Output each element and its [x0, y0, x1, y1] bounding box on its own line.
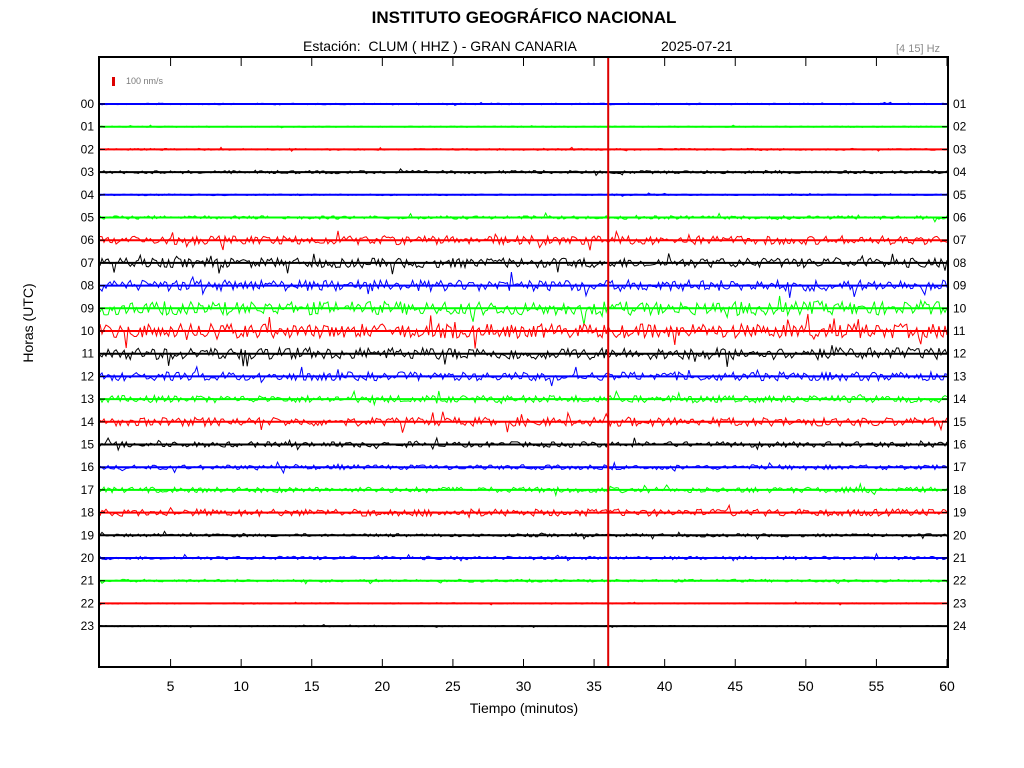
y-axis-label: Horas (UTC): [20, 283, 36, 363]
hour-label-left: 11: [82, 347, 95, 361]
seismic-trace: [99, 168, 948, 177]
seismic-trace: [99, 211, 948, 223]
seismic-trace: [99, 623, 948, 629]
station-label: Estación: CLUM ( HHZ ) - GRAN CANARIA: [303, 38, 577, 54]
hour-label-right: 20: [953, 528, 967, 542]
scale-bar: [112, 77, 115, 86]
hour-label-right: 22: [953, 574, 967, 588]
hour-label-left: 06: [81, 233, 95, 247]
x-tick-label: 25: [445, 678, 461, 694]
hour-label-left: 09: [81, 301, 95, 315]
x-tick-label: 60: [939, 678, 955, 694]
hour-label-left: 08: [81, 279, 95, 293]
seismic-trace: [99, 272, 948, 298]
x-axis-label: Tiempo (minutos): [469, 700, 579, 716]
x-tick-label: 35: [586, 678, 602, 694]
seismic-trace: [99, 411, 948, 433]
seismic-trace: [99, 436, 948, 452]
hour-label-left: 14: [81, 415, 95, 429]
seismic-trace: [99, 503, 948, 519]
hour-label-right: 05: [953, 188, 967, 202]
hour-label-right: 09: [953, 279, 967, 293]
seismic-trace: [99, 192, 948, 197]
x-tick-label: 40: [657, 678, 673, 694]
hour-label-right: 21: [953, 551, 967, 565]
hour-label-right: 01: [953, 97, 967, 111]
seismic-trace: [100, 146, 948, 152]
hour-label-left: 21: [81, 574, 95, 588]
hour-label-left: 07: [81, 256, 95, 270]
hour-label-right: 13: [953, 369, 967, 383]
filter-band-label: [4 15] Hz: [896, 43, 941, 55]
hour-label-left: 00: [81, 97, 95, 111]
hour-label-right: 24: [953, 619, 967, 633]
x-tick-label: 5: [167, 678, 175, 694]
x-tick-label: 50: [798, 678, 814, 694]
seismic-trace: [99, 530, 948, 541]
hour-label-left: 02: [81, 142, 95, 156]
hour-label-left: 12: [81, 369, 95, 383]
x-tick-label: 20: [375, 678, 391, 694]
seismic-trace: [99, 601, 948, 606]
hour-label-left: 18: [81, 506, 95, 520]
hour-label-left: 01: [81, 120, 95, 134]
hour-label-left: 04: [81, 188, 95, 202]
hour-label-right: 14: [953, 392, 967, 406]
date-label: 2025-07-21: [661, 38, 733, 54]
hour-label-left: 05: [81, 211, 95, 225]
hour-label-right: 10: [953, 301, 967, 315]
hour-label-right: 08: [953, 256, 967, 270]
traces-group: [99, 101, 948, 629]
hour-label-right: 07: [953, 233, 967, 247]
hour-label-left: 03: [81, 165, 95, 179]
seismic-trace: [99, 389, 948, 407]
hour-label-left: 13: [81, 392, 95, 406]
hour-label-right: 19: [953, 506, 967, 520]
hour-label-left: 15: [81, 438, 95, 452]
x-tick-label: 55: [869, 678, 885, 694]
hour-label-right: 03: [953, 142, 967, 156]
hour-label-right: 23: [953, 596, 967, 610]
hour-label-right: 15: [953, 415, 967, 429]
hour-label-right: 06: [953, 211, 967, 225]
x-tick-label: 10: [233, 678, 249, 694]
seismic-trace: [99, 101, 948, 106]
seismic-trace: [99, 295, 948, 325]
hour-label-left: 10: [81, 324, 95, 338]
scale-bar-label: 100 nm/s: [126, 76, 164, 86]
hour-label-left: 20: [81, 551, 95, 565]
x-tick-label: 15: [304, 678, 320, 694]
hour-label-right: 17: [953, 460, 967, 474]
hour-label-right: 04: [953, 165, 967, 179]
hour-label-right: 16: [953, 438, 967, 452]
hour-label-right: 18: [953, 483, 967, 497]
plot-frame: [98, 56, 949, 668]
seismic-trace: [99, 124, 948, 129]
x-tick-label: 45: [727, 678, 743, 694]
hour-label-left: 16: [81, 460, 95, 474]
seismic-trace: [99, 552, 948, 562]
chart-title: INSTITUTO GEOGRÁFICO NACIONAL: [371, 8, 677, 27]
hour-label-right: 02: [953, 120, 967, 134]
seismic-trace: [99, 229, 948, 251]
seismic-trace: [99, 253, 948, 275]
seismic-trace: [99, 578, 948, 585]
hour-label-left: 17: [81, 483, 95, 497]
hour-label-left: 22: [81, 596, 95, 610]
hour-label-right: 12: [953, 347, 967, 361]
seismic-trace: [99, 345, 948, 367]
hour-label-left: 23: [81, 619, 95, 633]
hour-label-right: 11: [953, 324, 966, 338]
seismic-trace: [99, 482, 948, 498]
hour-label-left: 19: [81, 528, 95, 542]
seismic-trace: [99, 313, 948, 349]
seismic-trace: [99, 460, 948, 475]
axis-ticks-group: 00 01 01 02 02 03 03 04 04 05 05 06 06 07 07 08 08 09 09 10…: [81, 58, 967, 694]
x-tick-label: 30: [516, 678, 532, 694]
seismic-trace: [99, 365, 948, 387]
